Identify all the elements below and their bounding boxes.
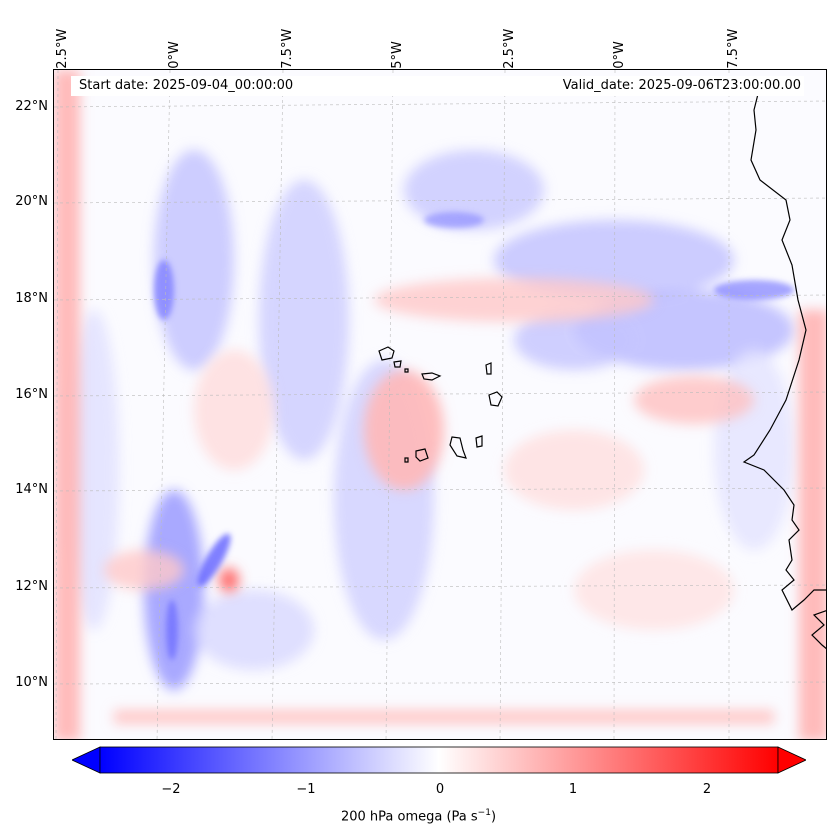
lat-label-12n: 12°N — [15, 579, 48, 594]
colorbar-gradient — [99, 746, 779, 774]
lat-label-22n: 22°N — [15, 99, 48, 114]
omega-field — [54, 70, 826, 739]
island-santiago — [449, 436, 467, 459]
lat-label-20n: 20°N — [15, 194, 48, 209]
africa-coastline — [742, 89, 826, 611]
colorbar-tick-1: 1 — [568, 782, 578, 797]
valid-date-label: Valid_date: 2025-09-06T23:00:00.00 — [562, 78, 801, 93]
island-maio — [475, 435, 483, 448]
island-fogo — [415, 448, 429, 462]
start-date-label: Start date: 2025-09-04_00:00:00 — [79, 78, 294, 93]
colorbar-tick-minus-2: −2 — [161, 782, 181, 797]
graticule — [54, 70, 826, 739]
colorbar — [72, 746, 806, 774]
strong-negative-streaks — [154, 212, 794, 660]
island-sal — [485, 362, 492, 375]
island-santa-luzia — [404, 368, 409, 373]
colorbar-extend-high — [777, 746, 806, 774]
guinea-bissau-coast — [811, 610, 826, 650]
island-sao-nicolau — [421, 372, 442, 381]
lat-label-10n: 10°N — [15, 675, 48, 690]
island-sao-vicente — [393, 360, 402, 368]
colorbar-extend-low — [72, 746, 101, 774]
omega-map-panel — [53, 69, 827, 740]
lat-label-16n: 16°N — [15, 387, 48, 402]
island-brava — [404, 457, 409, 463]
colorbar-tick-minus-1: −1 — [296, 782, 316, 797]
island-boa-vista — [488, 391, 503, 407]
lat-label-18n: 18°N — [15, 291, 48, 306]
lat-label-14n: 14°N — [15, 482, 48, 497]
colorbar-tick-2: 2 — [702, 782, 712, 797]
colorbar-tick-0: 0 — [435, 782, 445, 797]
header-band — [71, 76, 804, 96]
cape-verde-islands — [378, 346, 503, 463]
colorbar-title: 200 hPa omega (Pa s−1) — [340, 808, 497, 825]
island-santo-antao — [378, 346, 395, 361]
